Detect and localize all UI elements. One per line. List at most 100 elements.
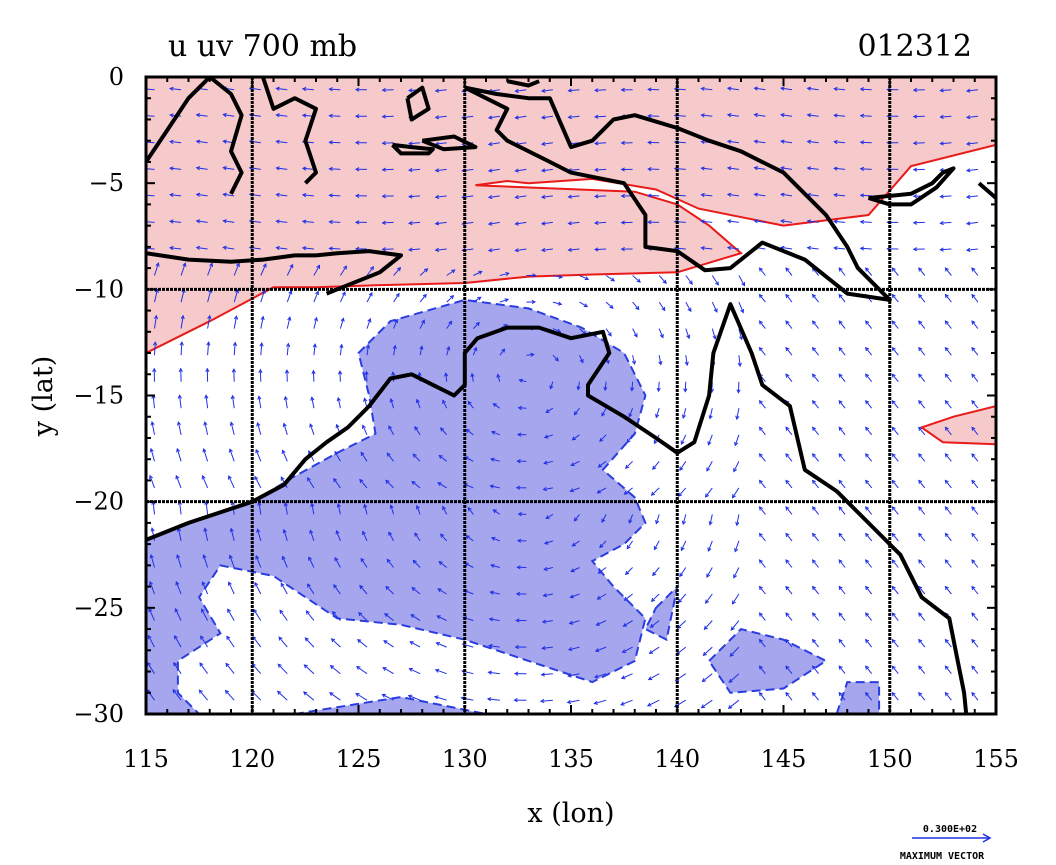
wind-vector — [735, 408, 740, 421]
wind-vector — [389, 504, 395, 515]
wind-vector — [971, 665, 979, 675]
wind-vector — [388, 531, 395, 542]
wind-vector — [785, 426, 793, 436]
wind-vector — [358, 611, 368, 621]
wind-vector — [568, 620, 580, 625]
wind-vector — [891, 293, 899, 303]
wind-vector — [175, 580, 182, 595]
wind-vector — [228, 448, 235, 462]
wind-vector — [284, 369, 290, 382]
wind-vector — [711, 301, 718, 313]
wind-vector — [944, 399, 952, 409]
wind-vector — [169, 166, 182, 171]
wind-vector — [435, 642, 447, 648]
wind-vector — [169, 245, 182, 251]
wind-vector — [195, 139, 208, 144]
wind-vector — [179, 341, 184, 356]
x-tick-label: 125 — [336, 745, 382, 773]
wind-vector — [838, 267, 846, 276]
wind-vector — [811, 665, 819, 675]
wind-vector — [758, 426, 766, 436]
wind-vector — [280, 582, 288, 595]
coastline — [146, 77, 244, 195]
wind-vector — [408, 194, 421, 199]
wind-vector — [838, 691, 846, 701]
wind-vector — [785, 373, 793, 383]
plot-title: u uv 700 mb — [168, 29, 357, 64]
wind-vector — [465, 428, 474, 436]
wind-vector — [569, 487, 580, 493]
wind-vector — [728, 673, 740, 683]
wind-vector — [331, 611, 341, 621]
wind-vector — [301, 193, 314, 198]
wind-vector — [513, 697, 527, 703]
wind-vector — [971, 453, 979, 462]
wind-vector — [700, 113, 713, 118]
wind-vector — [623, 593, 633, 601]
wind-vector — [944, 479, 952, 489]
x-tick-label: 145 — [761, 745, 807, 773]
negative-u-region — [294, 697, 486, 714]
wind-vector — [169, 192, 182, 198]
wind-vector — [647, 193, 660, 198]
wind-vector — [228, 554, 235, 568]
wind-vector — [225, 662, 235, 675]
wind-vector — [700, 219, 713, 224]
y-tick-label: −5 — [89, 169, 124, 197]
wind-vector — [307, 583, 315, 595]
wind-vector — [281, 555, 288, 568]
wind-vector — [174, 635, 182, 648]
wind-vector — [570, 567, 580, 573]
wind-vector — [891, 585, 899, 595]
wind-vector — [514, 194, 527, 200]
wind-vector — [838, 506, 846, 515]
coastline-layer — [146, 77, 996, 714]
wind-vector — [473, 296, 482, 303]
wind-vector — [965, 194, 978, 199]
wind-vector — [517, 405, 527, 411]
wind-vector — [780, 166, 793, 171]
wind-vector — [149, 474, 155, 489]
wind-vector — [277, 663, 288, 675]
wind-vector — [518, 378, 527, 383]
wind-vector — [734, 434, 740, 447]
wind-vector — [785, 665, 793, 675]
wind-vector — [366, 317, 372, 329]
wind-vector — [231, 368, 237, 382]
wind-vector — [254, 475, 262, 489]
wind-vector — [891, 691, 899, 701]
wind-vector — [939, 114, 952, 120]
wind-vector — [620, 87, 633, 92]
wind-vector — [859, 193, 872, 198]
wind-vector — [516, 459, 527, 464]
wind-vector — [433, 695, 447, 701]
wind-vector — [708, 514, 713, 526]
wind-vector — [865, 346, 873, 356]
wind-vector — [865, 665, 873, 675]
wind-vector — [149, 580, 155, 595]
wind-vector — [499, 348, 506, 356]
wind-vector — [736, 381, 741, 394]
wind-vector — [780, 219, 793, 224]
wind-vector — [438, 454, 448, 462]
wind-vector — [785, 612, 793, 621]
wind-vector — [912, 167, 925, 172]
wind-vector — [838, 665, 846, 675]
wind-vector — [738, 328, 743, 341]
wind-vector — [180, 262, 187, 276]
wind-vector — [605, 328, 612, 337]
wind-vector — [392, 344, 397, 356]
wind-vector — [364, 370, 369, 382]
wind-vector — [566, 699, 580, 705]
gridline-layer — [146, 77, 996, 714]
wind-vector — [944, 426, 952, 436]
wind-vector — [597, 460, 607, 468]
wind-vector — [734, 540, 740, 553]
wind-vector — [859, 246, 872, 251]
wind-vector — [228, 475, 235, 489]
y-tick-label: −15 — [73, 382, 124, 410]
wind-vector — [758, 665, 766, 675]
wind-vector — [971, 320, 979, 329]
wind-vector — [302, 691, 315, 701]
wind-vector — [490, 457, 500, 462]
